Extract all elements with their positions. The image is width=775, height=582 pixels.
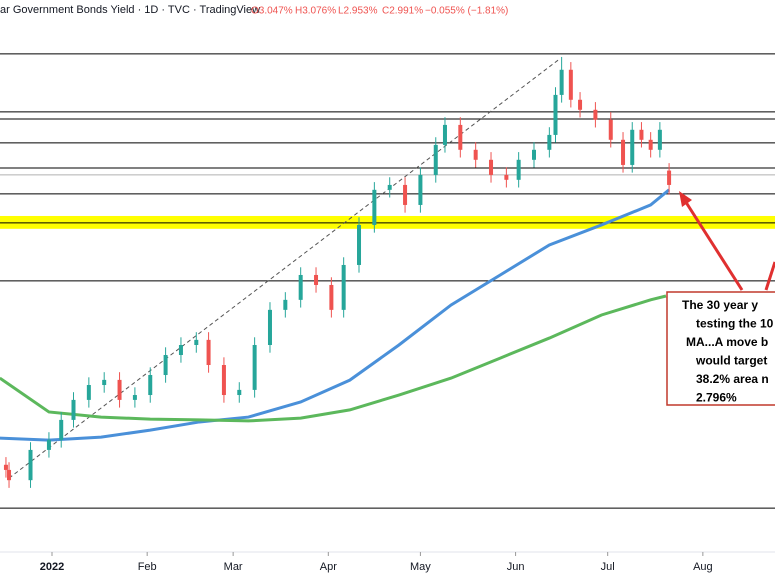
candle-body (403, 184, 408, 205)
candle-body (442, 124, 447, 145)
candle-body (117, 379, 122, 400)
candle-body (59, 419, 64, 440)
candle-body (28, 449, 33, 481)
candle-body (163, 355, 168, 376)
annotation-line: 2.796% (696, 391, 737, 405)
candle-body (630, 129, 635, 165)
annotation-line: would target (695, 354, 767, 368)
annotation: The 30 year y testing the 10 MA...A move b… (682, 298, 774, 405)
ohlc-value: H3.076% (295, 6, 336, 17)
highlight-band (0, 215, 775, 229)
candle-body (458, 124, 463, 150)
x-tick-label: 2022 (40, 561, 64, 573)
candle-body (71, 399, 76, 420)
candle-body (578, 99, 583, 110)
ohlc-value: L2.953% (338, 6, 378, 17)
ohlc-legend: O3.047% H3.076% L2.953% C2.991% −0.055% (−1.… (251, 6, 508, 17)
candle-body (516, 159, 521, 180)
annotation-box (666, 291, 775, 406)
candle-body (221, 365, 226, 396)
plot-area (0, 53, 775, 509)
ohlc-value: O3.047% (251, 6, 293, 17)
candle-body (237, 389, 242, 396)
x-tick-label: Apr (320, 561, 337, 573)
candle-body (568, 69, 573, 100)
candle-body (3, 464, 8, 470)
candle-body (102, 379, 107, 386)
candle-body (252, 345, 257, 390)
candle-body (433, 144, 438, 175)
candle-body (639, 129, 644, 140)
x-tick-label: Jun (507, 561, 525, 573)
ohlc-value: C2.991% (382, 6, 423, 17)
candle-body (148, 375, 153, 396)
candle-body (559, 69, 564, 95)
candle-body (206, 339, 211, 366)
arrow (764, 261, 775, 291)
candle-body (46, 439, 51, 450)
candle-body (608, 119, 613, 140)
moving-average (0, 188, 671, 442)
x-tick-label: Aug (693, 561, 713, 573)
moving-average (0, 294, 667, 423)
arrowhead (679, 191, 692, 207)
annotation-line: The 30 year y (682, 298, 758, 312)
candle-body (547, 134, 552, 150)
x-tick-label: Jul (601, 561, 615, 573)
x-tick-label: Mar (224, 561, 243, 573)
candle-body (648, 139, 653, 150)
candle-body (86, 385, 91, 400)
annotation-line: 38.2% area n (696, 372, 769, 386)
candle-body (418, 174, 423, 205)
candle-body (372, 189, 377, 225)
annotation-line: MA...A move b (686, 335, 768, 349)
candle-body (532, 149, 537, 160)
candle-body (593, 109, 598, 120)
candle-body (357, 224, 362, 265)
trendline (8, 59, 559, 479)
candle-body (489, 159, 494, 175)
candle-body (132, 395, 137, 400)
candle-body (7, 469, 12, 481)
candle-body (267, 309, 272, 345)
candle-body (178, 345, 183, 356)
candle-body (314, 274, 319, 285)
x-tick-label: Feb (138, 561, 157, 573)
candle-body (329, 284, 334, 310)
candle-body (387, 184, 392, 190)
candle-body (553, 94, 558, 135)
annotation-line: testing the 10 (696, 317, 774, 331)
candle-body (194, 339, 199, 345)
candle-body (621, 139, 626, 165)
candle-body (504, 174, 509, 180)
ohlc-value: −0.055% (−1.81%) (425, 6, 508, 17)
x-tick-label: May (410, 561, 431, 573)
chart-title: ar Government Bonds Yield · 1D · TVC · T… (0, 4, 260, 16)
candle-body (667, 170, 672, 185)
candle-body (298, 274, 303, 300)
arrow (680, 195, 744, 291)
candle-body (341, 264, 346, 310)
x-axis: 2022 Feb Mar Apr May Jun Jul Aug (40, 552, 713, 573)
candle-body (473, 149, 478, 160)
candle-body (283, 299, 288, 310)
candle-body (657, 129, 662, 150)
